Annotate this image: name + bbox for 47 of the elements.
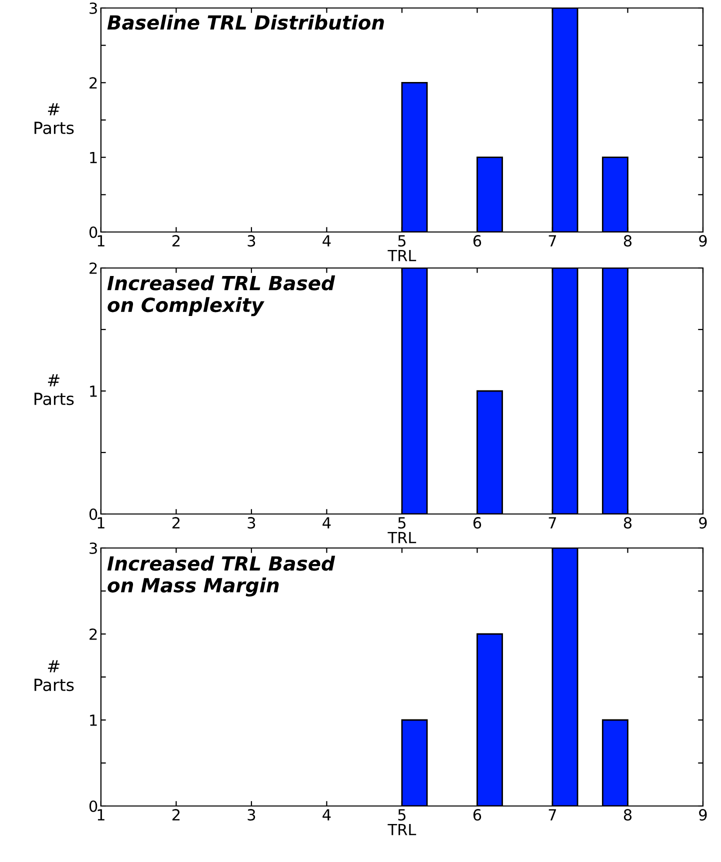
x-tick-label: 2 <box>172 809 180 820</box>
x-tick-label: 8 <box>624 517 632 529</box>
y-tick-label: 1 <box>90 386 97 397</box>
y-axis-title: # Parts <box>34 374 74 406</box>
x-tick-label: 4 <box>322 235 331 246</box>
x-tick-label: 7 <box>548 809 556 820</box>
y-tick-label: 0 <box>89 800 98 812</box>
x-tick-label: 9 <box>699 517 707 529</box>
x-tick-label: 4 <box>322 517 331 528</box>
x-tick-label: 9 <box>699 809 707 821</box>
text: Increased TRL Based on Complexity <box>107 275 336 316</box>
x-tick-label: 8 <box>624 809 632 821</box>
x-tick-label: 5 <box>398 235 406 247</box>
y-tick-label: 2 <box>90 262 97 274</box>
chart-title: Baseline TRL Distribution <box>107 14 384 30</box>
x-tick-label: 5 <box>398 809 406 821</box>
x-tick-label: 8 <box>624 235 632 247</box>
y-tick-label: 2 <box>90 628 97 640</box>
x-tick-label: 9 <box>699 235 707 247</box>
x-tick-label: 1 <box>98 809 104 820</box>
y-axis-title: # Parts <box>34 103 74 134</box>
x-tick-label: 2 <box>172 235 180 246</box>
y-tick-label: 3 <box>90 542 97 554</box>
x-axis-title: TRL <box>388 532 416 544</box>
x-tick-label: 6 <box>473 809 482 821</box>
x-tick-label: 7 <box>548 235 556 246</box>
x-tick-label: 3 <box>248 517 256 529</box>
text: Increased TRL Based on Mass Margin <box>107 556 336 596</box>
x-axis-title: TRL <box>388 824 416 836</box>
x-tick-label: 4 <box>322 809 331 820</box>
x-tick-label: 7 <box>548 517 556 528</box>
x-tick-label: 5 <box>398 517 406 529</box>
y-tick-label: 0 <box>89 508 98 520</box>
x-axis-title: TRL <box>388 250 416 262</box>
y-axis-title: # Parts <box>34 660 74 692</box>
y-tick-label: 1 <box>90 714 97 726</box>
y-tick-label: 2 <box>90 77 97 88</box>
y-tick-label: 0 <box>89 226 98 238</box>
x-tick-label: 6 <box>473 517 482 529</box>
y-tick-label: 1 <box>90 152 97 164</box>
x-tick-label: 1 <box>98 517 104 528</box>
x-tick-label: 3 <box>248 235 256 247</box>
y-tick-label: 3 <box>90 2 97 14</box>
x-tick-label: 1 <box>98 235 104 246</box>
x-tick-label: 2 <box>172 517 180 528</box>
x-tick-label: 6 <box>473 235 482 247</box>
x-tick-label: 3 <box>248 809 256 821</box>
